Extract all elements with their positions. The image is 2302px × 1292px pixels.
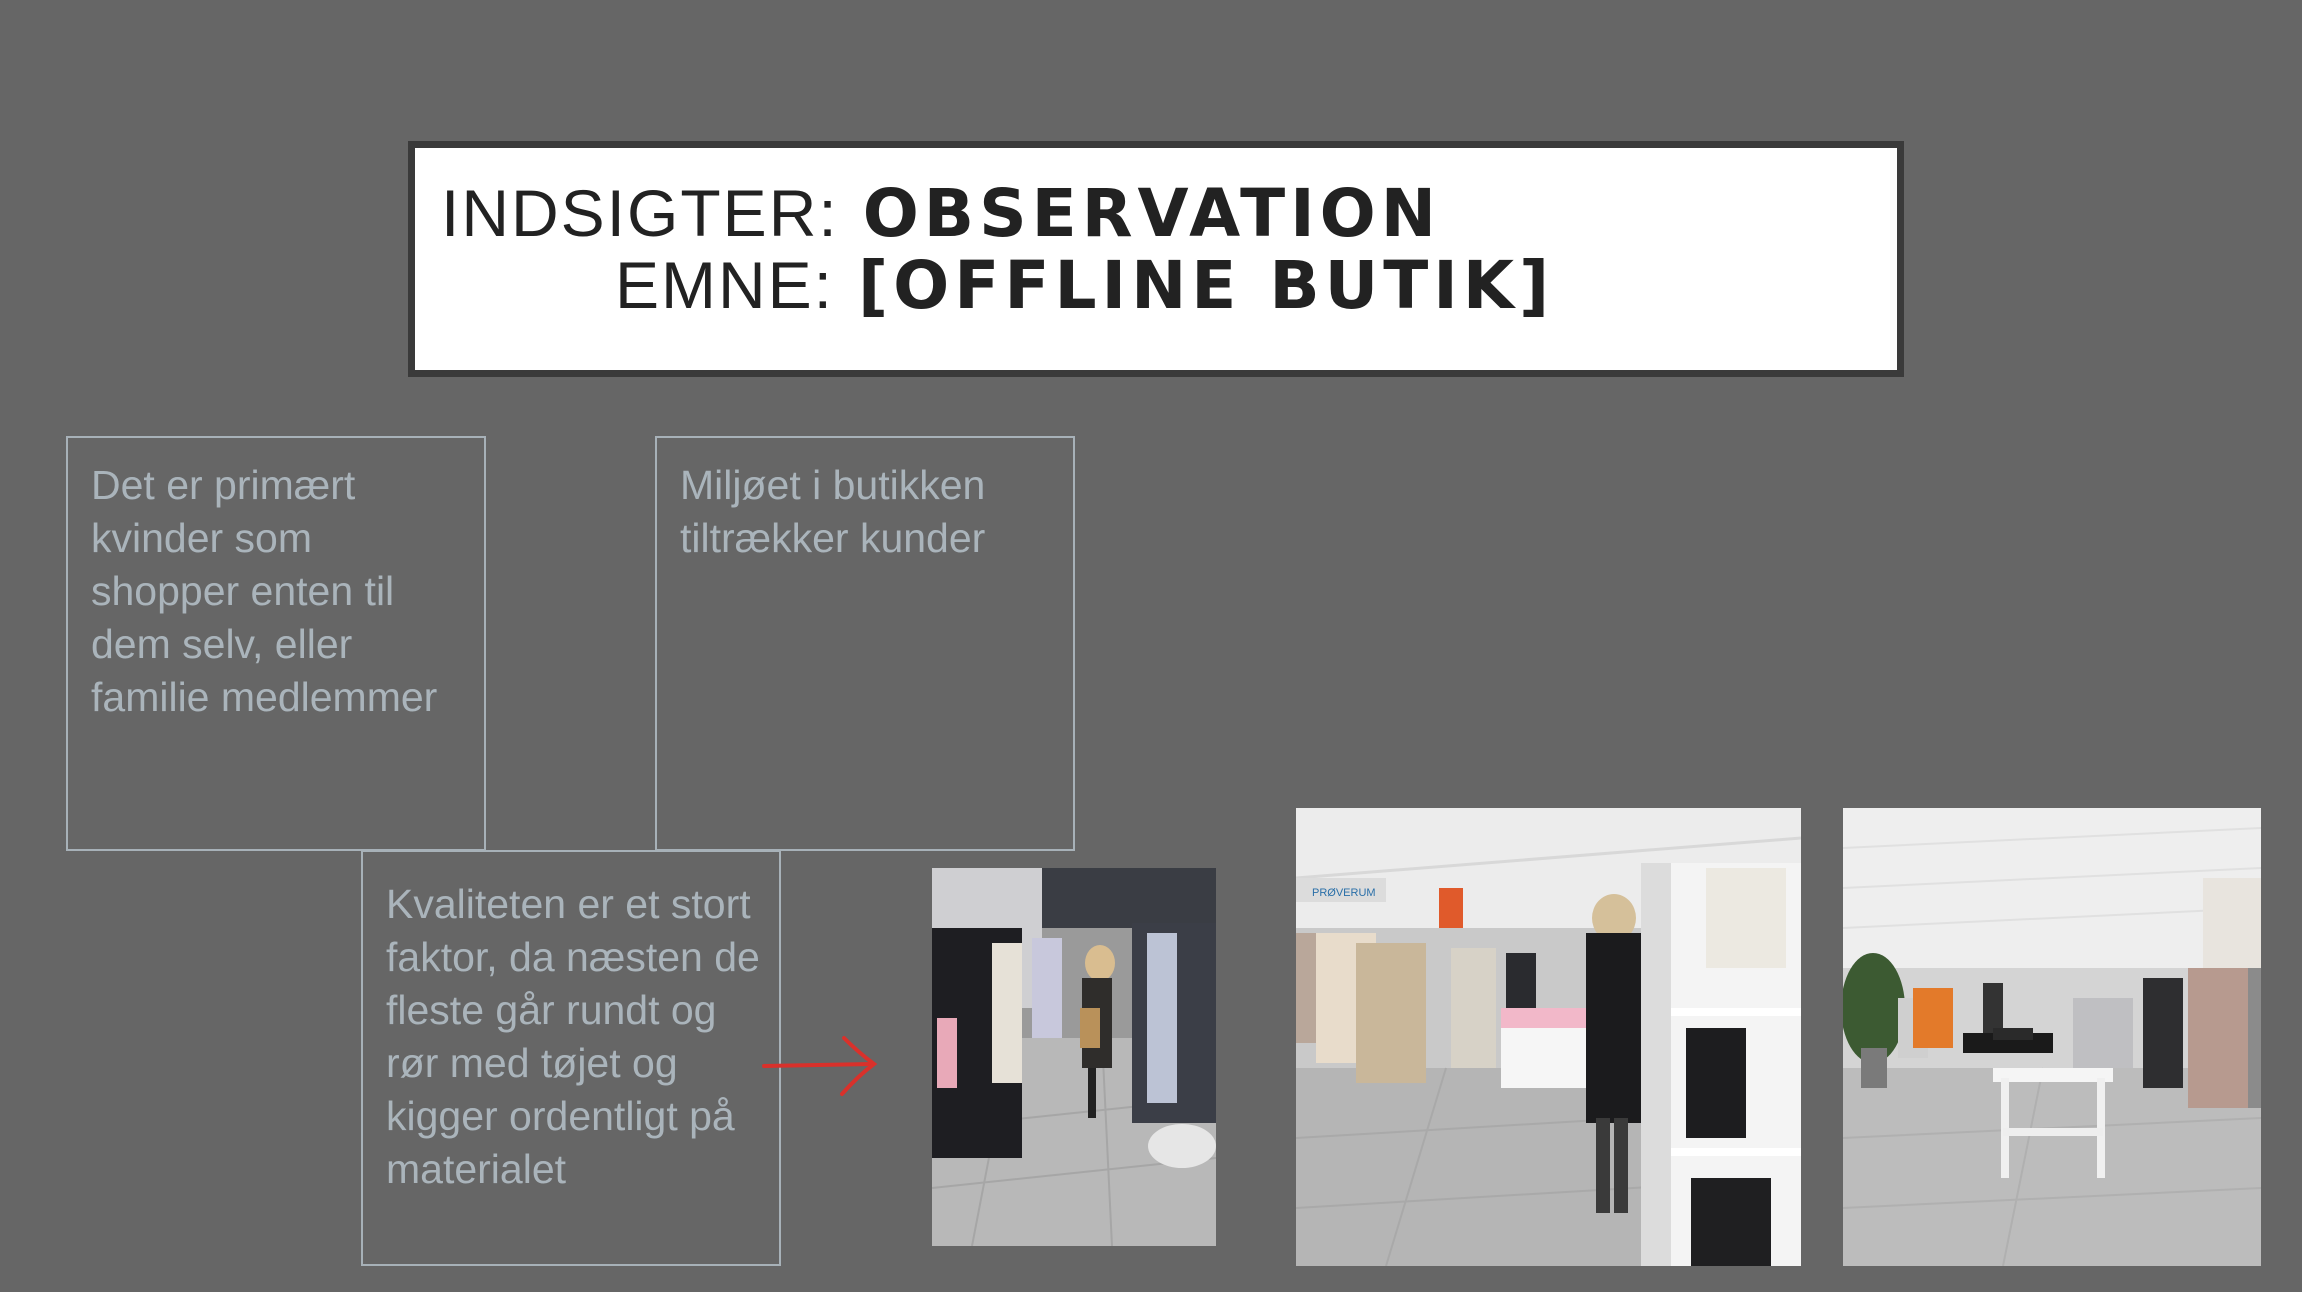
note-box-women-shoppers: Det er primært kvinder som shopper enten… (66, 436, 486, 851)
note-box-store-environment: Miljøet i butikken tiltrækker kunder (655, 436, 1075, 851)
subject-line: EMNE: [OFFLINE BUTIK] (615, 252, 1554, 319)
title-value: OBSERVATION (862, 175, 1442, 252)
store-photo-floor (1843, 808, 2261, 1266)
title-line-1: INDSIGTER: OBSERVATION (441, 180, 1441, 247)
store-photo-interior: PRØVERUM (1296, 808, 1801, 1266)
subject-value: [OFFLINE BUTIK] (858, 247, 1555, 324)
store-photo-aisle (932, 868, 1216, 1246)
subject-label: EMNE: (615, 248, 835, 322)
note-text: Det er primært kvinder som shopper enten… (91, 462, 438, 720)
note-text: Kvaliteten er et stort faktor, da næsten… (386, 881, 760, 1192)
title-label: INDSIGTER: (441, 176, 839, 250)
arrow-right-icon (762, 1036, 878, 1096)
note-text: Miljøet i butikken tiltrækker kunder (680, 462, 986, 561)
fitting-room-sign: PRØVERUM (1312, 887, 1376, 899)
note-box-quality: Kvaliteten er et stort faktor, da næsten… (361, 850, 781, 1266)
title-box: INDSIGTER: OBSERVATION EMNE: [OFFLINE BU… (408, 141, 1904, 377)
